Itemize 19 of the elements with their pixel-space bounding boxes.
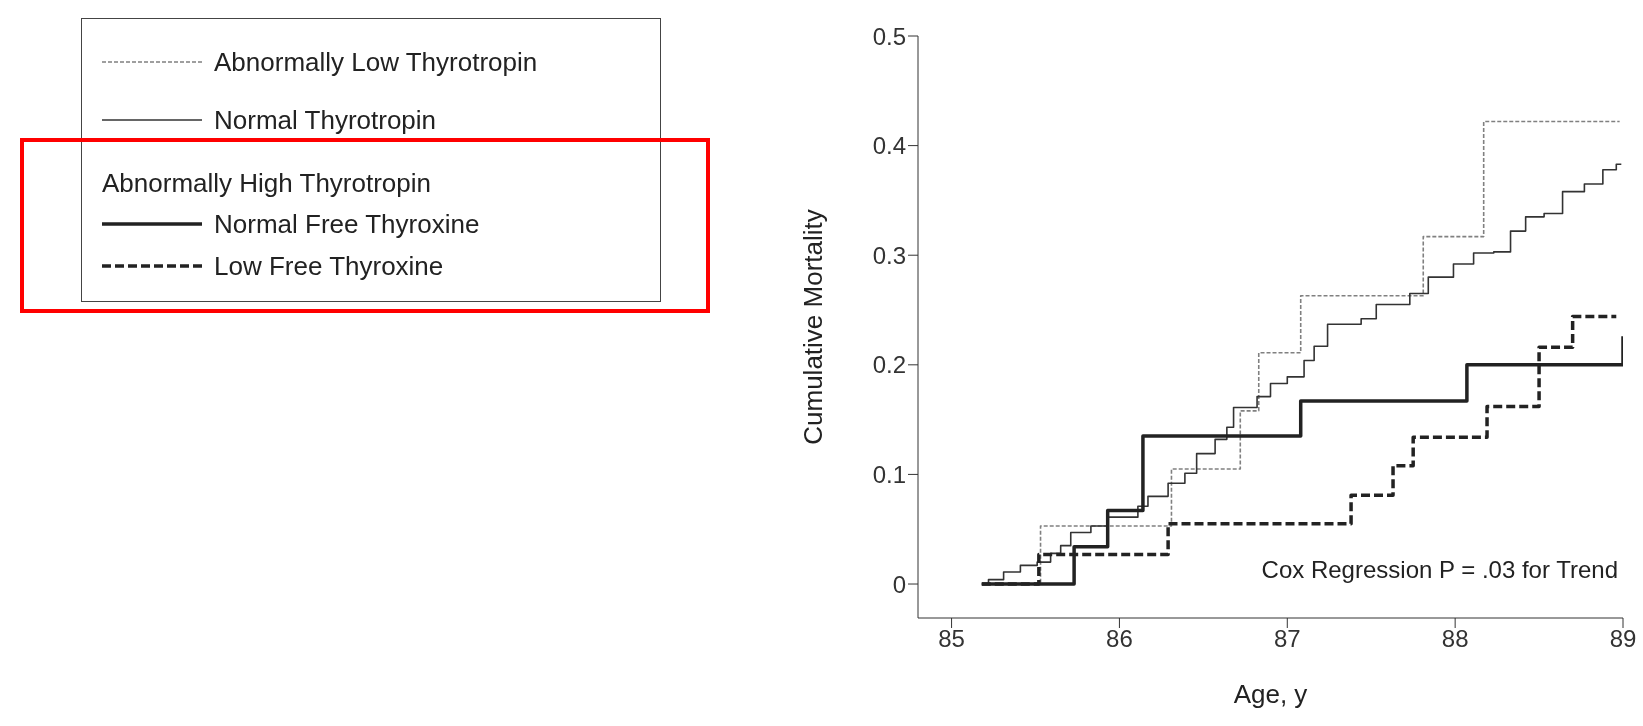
y-tick-label: 0.4	[872, 132, 906, 160]
y-tick-label: 0.5	[872, 22, 906, 50]
legend-label: Normal Free Thyroxine	[214, 208, 480, 240]
legend-label: Normal Thyrotropin	[214, 104, 437, 136]
x-tick-label: 87	[1273, 625, 1301, 653]
y-tick-label: 0.3	[872, 241, 906, 269]
y-axis-title: Cumulative Mortality	[798, 209, 829, 445]
x-tick-label: 86	[1106, 625, 1133, 653]
x-tick-label: 89	[1609, 625, 1637, 653]
x-tick-label: 85	[938, 625, 965, 653]
legend-label: Low Free Thyroxine	[214, 250, 444, 282]
x-axis-title: Age, y	[1233, 679, 1308, 709]
legend-label: Abnormally Low Thyrotropin	[214, 46, 538, 78]
x-tick-label: 88	[1441, 625, 1469, 653]
y-tick-label: 0.1	[872, 460, 906, 488]
legend-title: Abnormally High Thyrotropin	[102, 167, 432, 200]
y-tick-label: 0.2	[872, 351, 906, 379]
y-tick-label: 0	[892, 570, 906, 598]
annotation: Cox Regression P = .03 for Trend	[1261, 556, 1618, 584]
